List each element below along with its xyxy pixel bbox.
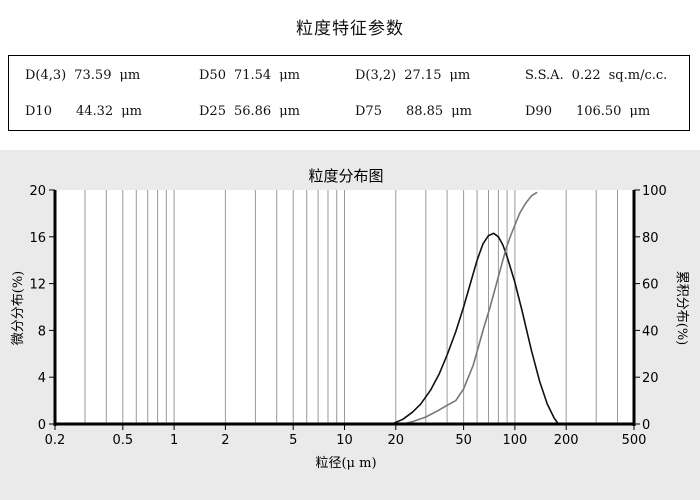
param-value: 106.50 [575, 104, 622, 119]
param-value: 88.85 [405, 104, 444, 119]
param-value: 73.59 [74, 68, 112, 83]
x-tick-label: 1 [170, 433, 178, 448]
chart-area: 0 4 8 12 16 20 0 20 40 60 80 100 0.2 0.5 1 2 5 10 20 50 100 2… [0, 150, 700, 500]
param-label: D75 [355, 104, 382, 119]
param-label: S.S.A. [525, 68, 564, 83]
y2-tick-label: 100 [642, 184, 667, 199]
x-tick-label: 20 [388, 433, 405, 448]
param-unit: sq.m/c.c. [608, 68, 668, 83]
y-tick-label: 20 [29, 184, 46, 199]
param-label: D10 [25, 104, 52, 119]
x-tick-label: 100 [502, 433, 527, 448]
y2-tick-label: 40 [642, 324, 659, 339]
x-tick-label: 10 [336, 433, 353, 448]
param-d10: D10 44.32 μm [25, 104, 142, 119]
param-value: 56.86 [233, 104, 272, 119]
y2-axis-label: 累积分布(%) [674, 271, 689, 346]
grid-layer [84, 190, 618, 424]
y2-tick-label: 80 [642, 231, 659, 246]
x-tick-label: 0.2 [45, 433, 66, 448]
param-d90: D90 106.50 μm [525, 104, 650, 119]
x-tick-label: 5 [289, 433, 297, 448]
param-value: 44.32 [75, 104, 114, 119]
y-tick-label: 8 [38, 324, 46, 339]
param-unit: μm [629, 104, 651, 119]
param-value: 0.22 [571, 68, 601, 83]
param-unit: μm [279, 68, 300, 83]
params-title: 粒度特征参数 [296, 19, 404, 39]
param-value: 71.54 [233, 68, 272, 83]
param-d32: D(3,2) 27.15 μm [355, 68, 470, 83]
param-unit: μm [121, 104, 142, 119]
y2-tick-label: 20 [642, 371, 659, 386]
y-tick-label: 16 [29, 231, 46, 246]
series-layer [391, 191, 560, 425]
param-unit: μm [279, 104, 300, 119]
param-label: D90 [525, 104, 552, 119]
param-d43: D(4,3) 73.59 μm [25, 68, 140, 83]
y-tick-label: 12 [29, 278, 46, 293]
y-tick-label: 0 [38, 418, 46, 433]
param-ssa: S.S.A. 0.22 sq.m/c.c. [525, 68, 667, 83]
differential-line [391, 232, 560, 425]
params-box: D(4,3) 73.59 μm D50 71.54 μm D(3,2) 27.15 μm S… [8, 55, 690, 131]
y2-tick-label: 60 [642, 278, 659, 293]
param-unit: μm [119, 68, 141, 83]
y-tick-label: 4 [38, 371, 46, 386]
x-tick-label: 2 [221, 433, 229, 448]
param-d50: D50 71.54 μm [199, 68, 300, 83]
x-tick-label: 200 [554, 433, 579, 448]
y2-tick-label: 0 [642, 418, 650, 433]
param-label: D(3,2) [355, 68, 397, 83]
chart-title: 粒度分布图 [308, 167, 383, 185]
param-label: D(4,3) [25, 68, 67, 83]
y-axis-label: 微分分布(%) [11, 271, 26, 346]
param-unit: μm [451, 104, 472, 119]
x-tick-label: 0.5 [112, 433, 133, 448]
param-value: 27.15 [404, 68, 442, 83]
x-tick-label: 500 [622, 433, 647, 448]
param-label: D50 [199, 68, 226, 83]
param-unit: μm [449, 68, 471, 83]
param-d25: D25 56.86 μm [199, 104, 300, 119]
x-axis-label: 粒径(μ m) [315, 456, 376, 471]
cumulative-line [402, 191, 538, 425]
x-tick-label: 50 [455, 433, 472, 448]
param-label: D25 [199, 104, 226, 119]
param-d75: D75 88.85 μm [355, 104, 472, 119]
